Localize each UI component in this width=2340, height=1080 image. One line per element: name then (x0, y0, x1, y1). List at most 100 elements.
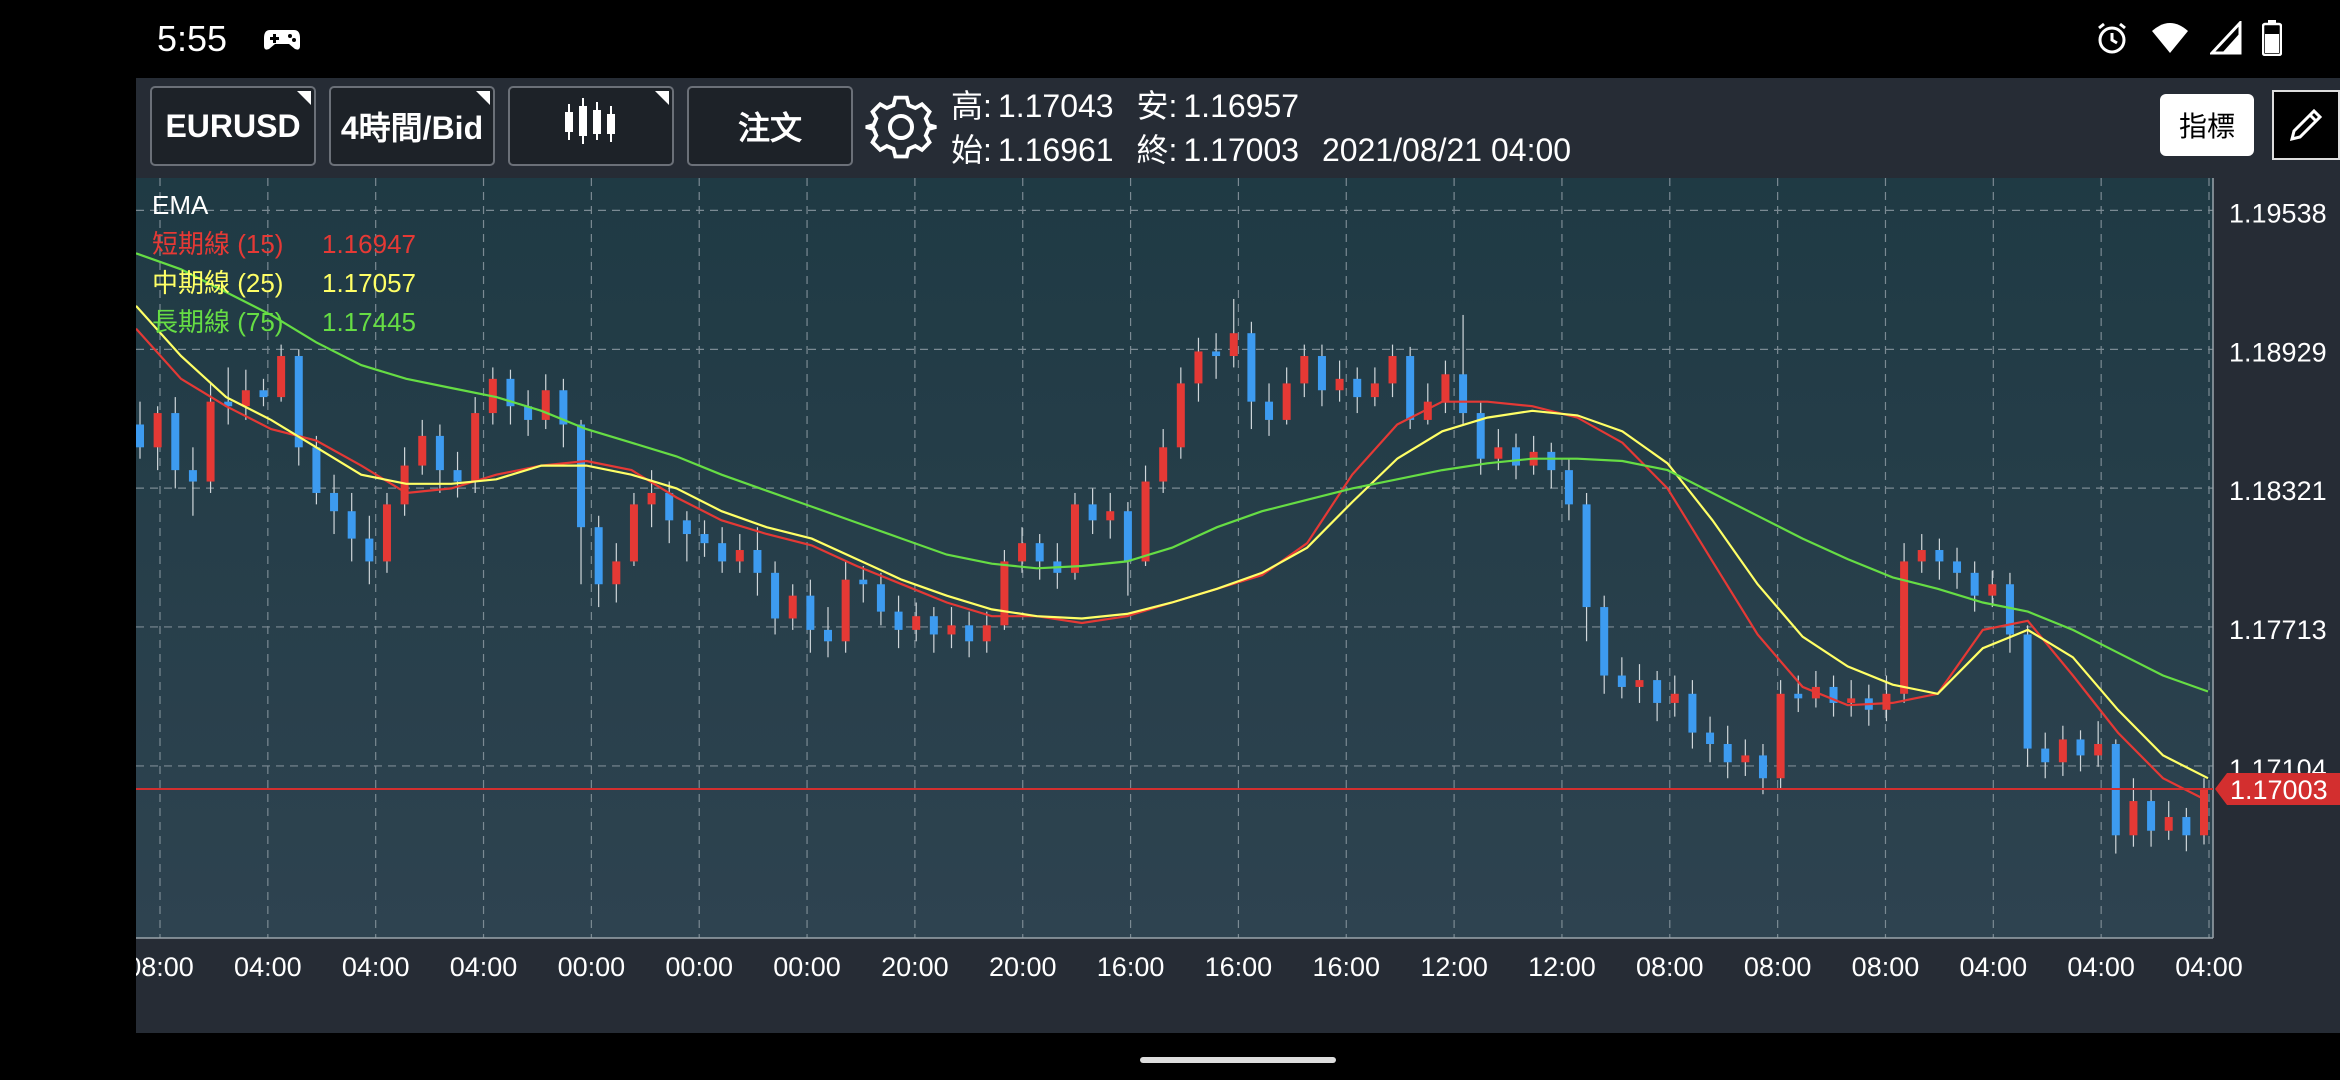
candle-body (1212, 351, 1221, 357)
candle-body (1512, 447, 1520, 466)
candle-body (700, 534, 709, 544)
chart-type-selector[interactable] (508, 86, 674, 166)
candle-body (2164, 817, 2173, 831)
candle-body (1476, 413, 1485, 459)
candle-body (1917, 550, 1926, 562)
candle-body (1088, 504, 1097, 521)
bar-datetime: 2021/08/21 04:00 (1321, 132, 1572, 168)
ema-short-row: 短期線 (15) 1.16947 (152, 225, 416, 264)
gear-icon[interactable] (864, 90, 938, 169)
candle-body (665, 492, 674, 521)
symbol-selector[interactable]: EURUSD (150, 86, 316, 166)
candle-body (929, 616, 938, 635)
candle-body (1388, 356, 1397, 384)
candle-body (647, 492, 656, 505)
x-tick-label: 08:00 (1744, 952, 1812, 982)
x-tick-label: 16:00 (1097, 952, 1165, 982)
candle-body (1970, 572, 1979, 596)
x-tick-label: 00:00 (558, 952, 626, 982)
candle-body (418, 435, 427, 466)
y-tick-label: 1.19538 (2229, 198, 2327, 228)
candle-body (912, 616, 921, 630)
x-tick-label: 04:00 (2175, 952, 2243, 982)
candle-body (1159, 447, 1168, 482)
candle-body (1617, 675, 1626, 687)
candle-body (1441, 374, 1450, 402)
candle-body (1035, 543, 1044, 562)
candle-body (2094, 744, 2103, 756)
candle-body (1829, 686, 1838, 703)
ema-title: EMA (152, 190, 209, 220)
game-controller-icon (262, 24, 302, 59)
current-price-marker: 1.17003 (136, 772, 2340, 805)
low-value: 1.16957 (1183, 88, 1300, 124)
x-tick-label: 20:00 (881, 952, 949, 982)
candle-body (629, 504, 638, 562)
candle-body (1582, 504, 1591, 608)
candlestick-icon (561, 96, 621, 156)
candle-body (1335, 378, 1344, 391)
candle-body (735, 550, 744, 562)
pencil-icon[interactable] (2272, 90, 2340, 160)
x-tick-label: 04:00 (450, 952, 518, 982)
high-label: 高: (951, 88, 992, 124)
candle-body (1141, 481, 1150, 562)
home-gesture-bar[interactable] (1140, 1057, 1336, 1063)
candle-body (241, 390, 250, 407)
low-label: 安: (1136, 88, 1178, 124)
order-button[interactable]: 注文 (687, 86, 853, 166)
candle-body (612, 561, 621, 585)
candle-body (2182, 817, 2191, 836)
candle-body (594, 527, 603, 585)
candle-body (1882, 693, 1891, 710)
alarm-icon (2094, 20, 2130, 61)
candle-body (259, 390, 268, 398)
close-label: 終: (1136, 132, 1178, 168)
y-tick-label: 1.18321 (2229, 476, 2327, 506)
candle-body (982, 625, 991, 642)
symbol-label: EURUSD (165, 107, 301, 144)
ema-short-value: 1.16947 (322, 229, 416, 259)
candle-body (718, 543, 727, 562)
candle-body (1494, 447, 1503, 459)
candle-body (2129, 801, 2138, 836)
candle-body (2200, 789, 2208, 836)
candle-body (788, 595, 797, 619)
x-tick-label: 04:00 (2067, 952, 2135, 982)
candle-body (224, 401, 233, 407)
candle-body (1282, 383, 1291, 420)
candle-body (1900, 561, 1909, 694)
x-tick-label: 12:00 (1528, 952, 1596, 982)
candle-body (1353, 378, 1362, 398)
ema-long-line (136, 252, 2209, 693)
timeframe-selector[interactable]: 4時間/Bid (329, 86, 495, 166)
toolbar: EURUSD 4時間/Bid 注文 (136, 78, 2340, 178)
ema-mid-line (136, 305, 2209, 780)
candle-body (382, 504, 391, 562)
ema-mid-name: 中期線 (25) (152, 268, 284, 298)
candle-body (1847, 698, 1856, 703)
candle-body (771, 572, 780, 619)
candle-body (347, 511, 356, 539)
current-price-tag (2215, 772, 2340, 805)
candle-body (1564, 470, 1573, 505)
candle-body (312, 447, 321, 493)
candles (136, 298, 2208, 854)
candle-body (206, 401, 215, 482)
candle-body (2023, 634, 2032, 749)
indicator-button[interactable]: 指標 (2160, 94, 2254, 156)
candle-body (294, 356, 303, 448)
y-axis-background (2213, 178, 2340, 938)
x-tick-label: 04:00 (342, 952, 410, 982)
x-tick-label: 20:00 (989, 952, 1057, 982)
x-tick-label: 16:00 (1205, 952, 1273, 982)
candle-body (400, 465, 409, 505)
ema-mid-row: 中期線 (25) 1.17057 (152, 264, 416, 303)
candle-body (1688, 693, 1697, 733)
open-value: 1.16961 (997, 132, 1114, 168)
candle-body (2041, 748, 2050, 763)
candle-body (1935, 550, 1944, 562)
candle-body (136, 424, 144, 448)
